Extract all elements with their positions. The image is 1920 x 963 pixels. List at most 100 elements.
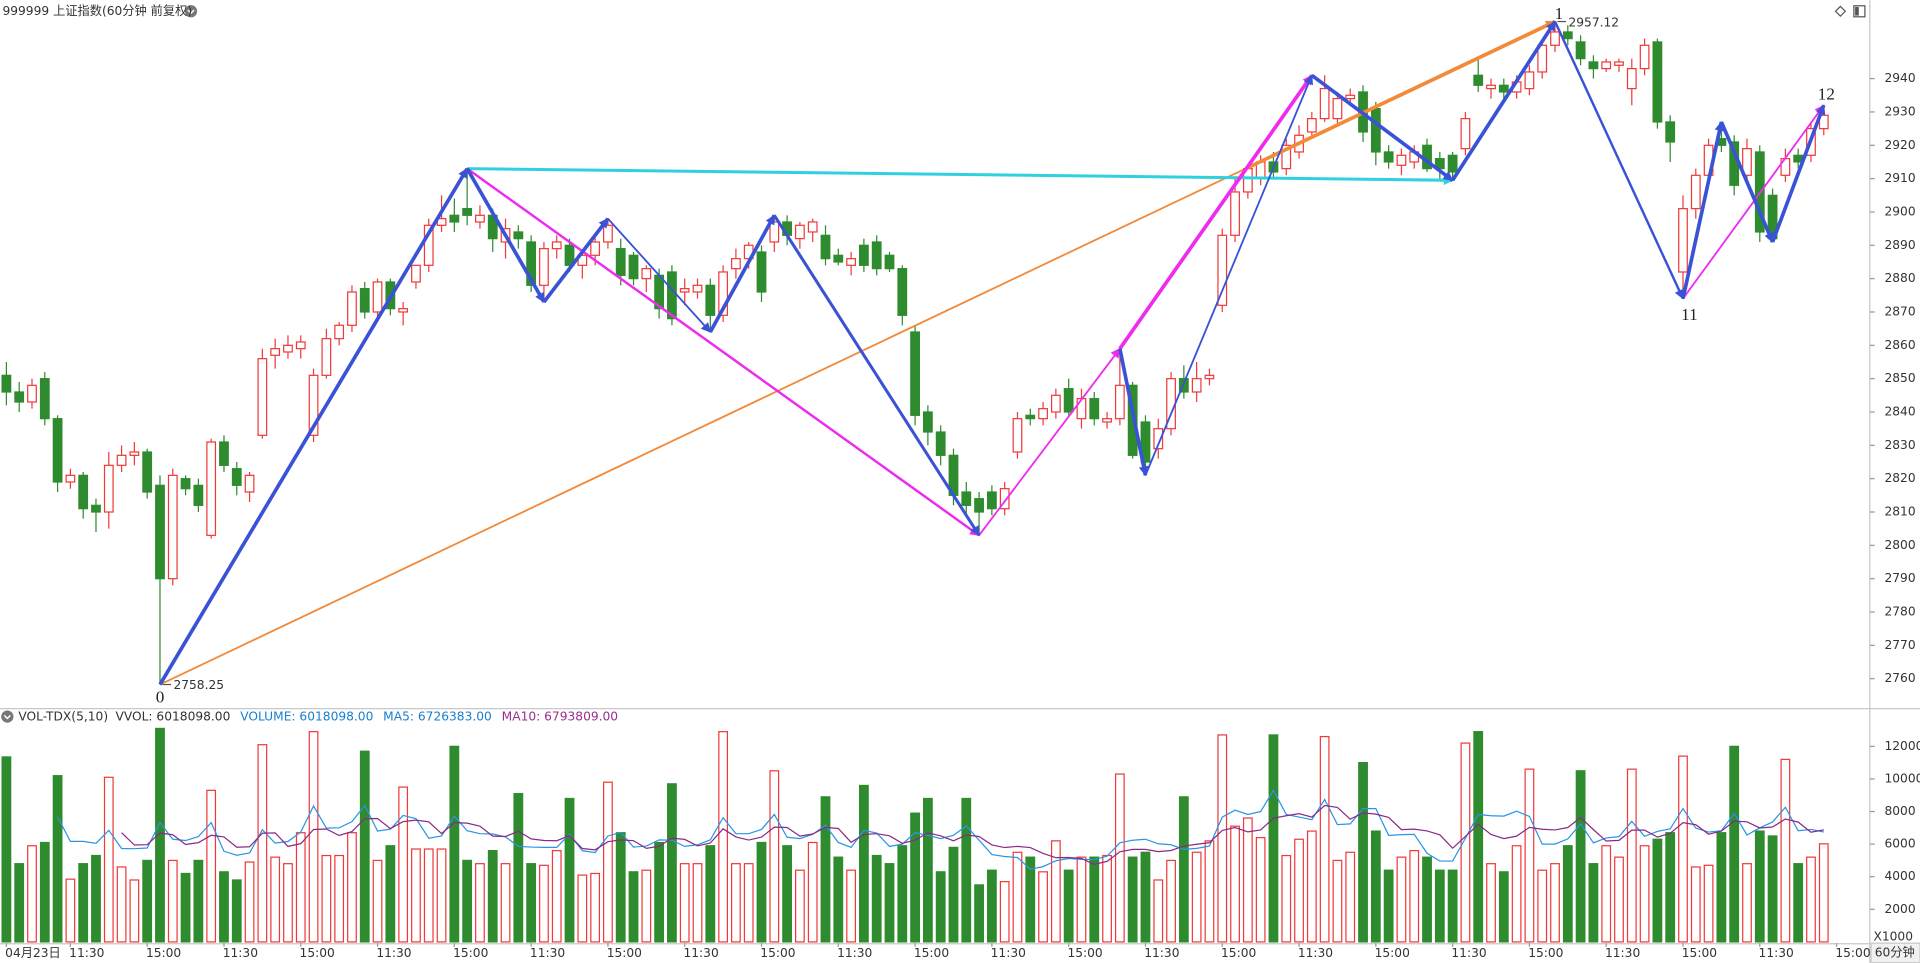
volume-bar	[615, 832, 626, 943]
candle-body	[65, 474, 76, 483]
pivot-label: 0	[156, 688, 165, 707]
y-tick-label: 2910	[1884, 171, 1915, 185]
x-tick-label: 11:30	[1605, 946, 1640, 960]
x-tick-label: 11:30	[530, 946, 565, 960]
volume-bar	[462, 859, 473, 943]
volume-bar	[884, 863, 895, 943]
menu-icon[interactable]	[184, 5, 198, 18]
volume-bar	[1652, 838, 1663, 943]
x-tick-label: 11:30	[1298, 946, 1333, 960]
volume-bar	[1550, 863, 1560, 943]
volume-bar	[641, 869, 652, 943]
volume-bar	[1409, 850, 1420, 943]
volume-bar	[449, 745, 460, 943]
candle-body	[347, 291, 357, 326]
candle-body	[1614, 61, 1624, 66]
volume-bar	[1025, 856, 1036, 943]
candle-body	[308, 374, 319, 436]
volume-bar	[1780, 758, 1791, 943]
volume-bar	[1422, 856, 1432, 943]
candle-body	[1332, 98, 1343, 120]
volume-bar	[1281, 854, 1292, 943]
x-tick-label: 11:30	[1759, 946, 1794, 960]
volume-bar	[705, 845, 716, 943]
volume-menu-icon[interactable]	[1, 710, 14, 723]
candle-body	[244, 474, 255, 493]
candle-body	[1102, 418, 1112, 423]
x-tick-label: 15:00	[914, 946, 949, 960]
candle-body	[1498, 84, 1509, 93]
candle-body	[270, 348, 281, 356]
candle-body	[1370, 108, 1381, 153]
candle-body	[731, 258, 741, 270]
volume-bar	[475, 863, 485, 943]
volume-bar	[1665, 832, 1676, 943]
volume-bar	[1268, 734, 1279, 943]
y-tick-label: 2940	[1884, 71, 1915, 85]
volume-bar	[129, 879, 140, 943]
candle-body	[1652, 41, 1663, 123]
diamond-icon[interactable]	[1834, 5, 1847, 18]
volume-bar	[833, 856, 844, 943]
candle-body	[1626, 68, 1637, 90]
volume-bar	[423, 848, 434, 943]
volume-bar	[1524, 768, 1535, 943]
candle-body	[1153, 428, 1164, 450]
candle-body	[1012, 418, 1023, 453]
candle-body	[14, 391, 25, 403]
volume-bar	[180, 872, 191, 943]
volume-bar	[1562, 845, 1573, 943]
candle-body	[295, 341, 306, 350]
candle-body	[462, 208, 473, 216]
candle-body	[334, 324, 345, 340]
trend-line	[1682, 104, 1825, 300]
volume-bar	[692, 863, 703, 943]
pivot-label: 1	[1555, 4, 1564, 23]
x-tick-label: 04月23日	[5, 946, 61, 960]
candle-body	[539, 248, 549, 286]
candle-body	[1742, 148, 1752, 176]
candle-body	[807, 221, 818, 233]
chart-title: 999999 上证指数(60分钟 前复权)	[2, 3, 192, 18]
candle-body	[718, 271, 729, 316]
trend-line	[773, 214, 981, 537]
y-tick-label: 2880	[1884, 271, 1915, 285]
trend-line	[465, 167, 546, 303]
volume-bar	[1486, 863, 1496, 943]
candle-body	[167, 474, 178, 580]
legend-entry: MA10: 6793809.00	[502, 710, 618, 724]
period-label[interactable]: 60分钟	[1875, 944, 1915, 959]
candle-body	[193, 484, 204, 506]
volume-bar	[743, 863, 754, 943]
volume-bar	[52, 775, 63, 943]
y-tick-label: 2870	[1884, 304, 1915, 318]
volume-bar	[359, 750, 370, 943]
candle-body	[449, 214, 460, 223]
candle-body	[795, 224, 805, 240]
y-tick-label: 10000	[1884, 771, 1920, 785]
candle-body	[1524, 71, 1535, 90]
candle-body	[1639, 44, 1650, 70]
volume-bar	[1806, 856, 1816, 943]
volume-bar	[526, 863, 537, 943]
candle-body	[91, 504, 101, 513]
volume-bar	[1140, 851, 1151, 943]
volume-bar	[295, 832, 306, 943]
panel-icon[interactable]	[1853, 5, 1866, 18]
volume-bar	[1178, 796, 1189, 943]
volume-bar	[1306, 830, 1317, 943]
y-tick-label: 2830	[1884, 438, 1915, 452]
volume-bar	[910, 812, 920, 943]
menu-icon-chevron	[187, 9, 195, 15]
candle-body	[1575, 41, 1586, 60]
volume-bar	[1434, 869, 1445, 943]
candle-body	[1601, 61, 1612, 70]
volume-bar	[39, 841, 50, 943]
unit-label: X1000	[1873, 930, 1913, 944]
candle-body	[564, 244, 575, 266]
trend-line	[1770, 104, 1826, 243]
y-tick-label: 8000	[1884, 804, 1915, 818]
candle-body	[641, 268, 652, 280]
